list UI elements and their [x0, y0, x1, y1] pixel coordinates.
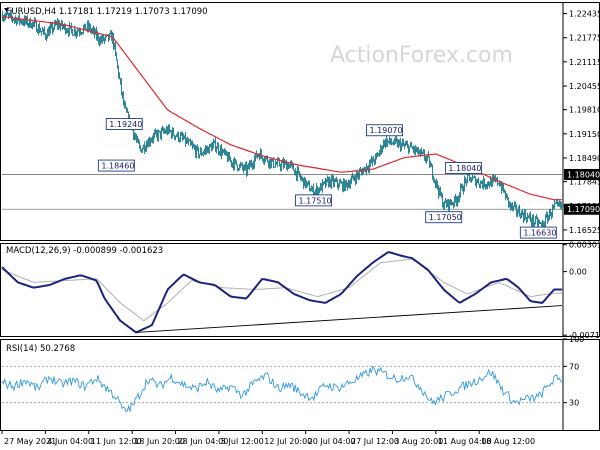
panel-frame	[0, 339, 600, 431]
y-tick-label: 1.16525	[569, 226, 600, 235]
x-tick-label: 27 Jul 12:00	[351, 437, 399, 446]
price-annotation-label: 1.19240	[109, 120, 142, 129]
x-tick-label: 5 Jul 12:00	[221, 437, 264, 446]
y-tick-label: 1.21775	[569, 34, 600, 43]
price-annotation-label: 1.18460	[101, 162, 134, 171]
rsi-panel: RSI(14) 50.2768 100 70 30	[0, 335, 600, 431]
rsi-title: RSI(14) 50.2768	[6, 344, 75, 354]
price-annotation-box	[444, 162, 482, 174]
price-annotation-label: 1.19070	[370, 126, 403, 135]
x-tick-label: 4 Jun 04:00	[47, 437, 93, 446]
y-tick-label: 1.20455	[569, 82, 600, 91]
y-tick-label: 70	[569, 362, 579, 371]
panel-frame	[0, 243, 600, 337]
symbol-dropdown-icon	[4, 8, 9, 12]
y-tick-label: 1.21115	[569, 58, 600, 67]
price-annotation-box	[105, 118, 143, 130]
y-tick-label: 0.003012	[569, 241, 600, 250]
x-tick-label: 11 Jun 12:00	[91, 437, 142, 446]
rsi-line	[1, 365, 563, 413]
y-tick-label: 1.17845	[569, 178, 600, 187]
price-annotation-box	[295, 194, 332, 207]
price-panel: ActionForex.com EURUSD,H4 1.17181 1.17219…	[0, 2, 600, 241]
price-annotation-box	[97, 159, 135, 172]
x-tick-label: 18 Jun 20:00	[134, 437, 185, 446]
price-annotation-label: 1.17510	[299, 196, 332, 205]
macd-trendline	[136, 305, 563, 333]
price-annotation-box	[425, 211, 463, 224]
y-tick-label: 1.19150	[569, 130, 600, 139]
chart-title: EURUSD,H4 1.17181 1.17219 1.17073 1.1709…	[6, 7, 208, 17]
watermark: ActionForex.com	[330, 43, 513, 68]
y-tick-label: 1.22435	[569, 10, 600, 19]
price-annotation-label: 1.18040	[448, 164, 481, 173]
price-scale-marker-label: 1.17090	[567, 205, 600, 214]
price-annotation-label: 1.17050	[429, 213, 462, 222]
y-tick-label: 1.19810	[569, 106, 600, 115]
macd-line	[1, 251, 562, 334]
price-annotation-box	[366, 124, 403, 137]
y-tick-label: 1.18490	[569, 154, 600, 163]
macd-title: MACD(12,26,9) -0.000899 -0.001623	[6, 246, 163, 256]
y-tick-label: -0.007109	[569, 331, 600, 340]
x-tick-label: 27 May 2021	[4, 437, 56, 446]
price-annotation-box	[519, 226, 557, 239]
x-tick-label: 18 Aug 12:00	[481, 437, 535, 446]
x-tick-label: 20 Jul 04:00	[308, 437, 356, 446]
price-scale-marker	[564, 203, 600, 215]
y-tick-label: 30	[569, 399, 579, 408]
y-tick-label: 0.00	[569, 268, 587, 277]
x-tick-label: 3 Aug 20:00	[394, 437, 443, 446]
macd-panel: MACD(12,26,9) -0.000899 -0.001623 0.00301…	[0, 241, 600, 340]
y-tick-label: 100	[569, 335, 584, 344]
macd-signal-line	[1, 258, 562, 322]
x-tick-label: 12 Jul 20:00	[264, 437, 312, 446]
price-scale-marker	[564, 168, 600, 180]
x-tick-label: 11 Aug 04:00	[438, 437, 492, 446]
price-annotation-label: 1.16630	[523, 229, 556, 238]
price-scale-marker-label: 1.18040	[567, 170, 600, 179]
x-tick-label: 28 Jun 04:00	[178, 437, 229, 446]
